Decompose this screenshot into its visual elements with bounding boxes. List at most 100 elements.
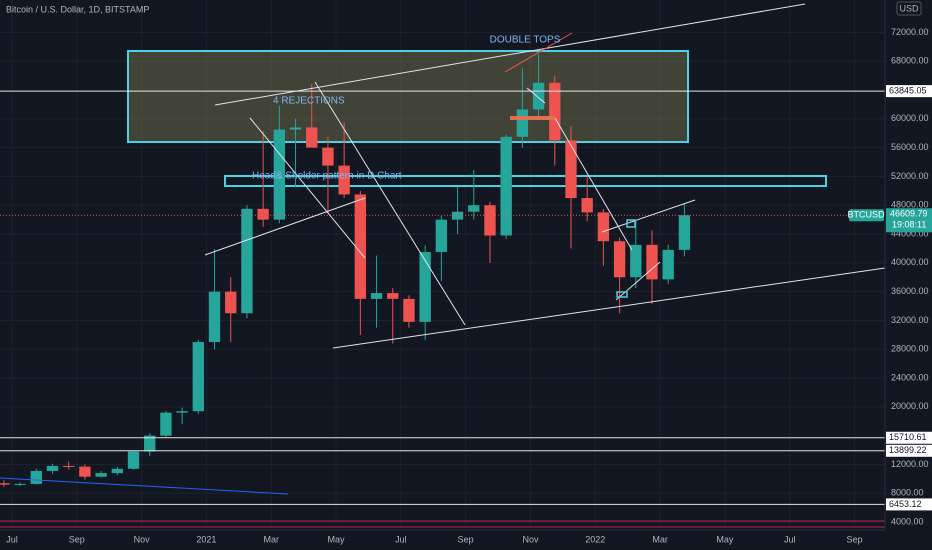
x-tick-label: Jul: [6, 534, 18, 544]
candle-body: [630, 244, 642, 278]
candle-body: [160, 412, 172, 436]
candle-body: [662, 249, 674, 280]
candle-body: [176, 411, 188, 413]
x-tick-label: Nov: [134, 534, 151, 544]
y-tick-label: 36000.00: [891, 286, 929, 296]
x-tick-label: Sep: [69, 534, 85, 544]
trend-line: [615, 261, 661, 301]
y-tick-label: 4000.00: [891, 516, 924, 526]
candle-body: [516, 109, 529, 137]
candle-body: [338, 165, 350, 195]
candle-body: [435, 219, 448, 253]
trend-line: [214, 3, 806, 106]
level-label: 6453.12: [889, 499, 922, 509]
candle-body: [192, 342, 204, 412]
candle-body: [63, 465, 75, 467]
level-label: 63845.05: [889, 86, 927, 96]
levels: [0, 90, 885, 505]
candle-body: [322, 147, 334, 166]
x-tick-label: Nov: [522, 534, 539, 544]
axis-labels: 4000.00 8000.00 12000.00 20000.00 24000.00 28…: [6, 27, 932, 544]
y-tick-label: 44000.00: [891, 228, 929, 238]
x-tick-label: 2021: [196, 534, 216, 544]
price-tag: [886, 208, 932, 233]
marker-box: [626, 219, 636, 228]
y-tick-label: 68000.00: [891, 56, 929, 66]
candle-body: [257, 208, 269, 220]
candle-body: [500, 136, 512, 236]
candle-body: [678, 215, 691, 250]
candle-body: [484, 205, 496, 236]
candle-body: [354, 194, 367, 299]
symbol-tag: BTCUSD: [847, 210, 885, 220]
x-tick-label: Sep: [847, 534, 863, 544]
trend-lines: [204, 3, 886, 349]
candle-body: [208, 291, 221, 343]
time-axis: [0, 530, 932, 550]
x-tick-label: Mar: [652, 534, 668, 544]
currency[interactable]: USD: [899, 3, 919, 13]
trend-line: [332, 267, 886, 349]
neckline-zone: [224, 175, 827, 187]
candle-body: [451, 211, 464, 220]
candle-body: [549, 82, 561, 141]
candle-body: [403, 298, 415, 322]
trend-line: [204, 197, 366, 256]
level-tag: [886, 431, 932, 444]
x-tick-label: May: [328, 534, 346, 544]
candle-body: [646, 244, 658, 280]
x-tick-label: 2022: [585, 534, 605, 544]
support-line: [0, 477, 289, 495]
countdown: 19:08:11: [892, 220, 926, 230]
candle-body: [241, 208, 253, 314]
y-tick-label: 20000.00: [891, 401, 929, 411]
symbol-tag-box: [849, 209, 884, 222]
candle-body: [273, 129, 286, 220]
candle-body: [127, 451, 140, 469]
x-tick-label: Jul: [784, 534, 796, 544]
chart-title: Bitcoin / U.S. Dollar, 1D, BITSTAMP: [6, 4, 149, 14]
annotation: 4 REJECTIONS: [273, 96, 345, 107]
level-label: 13899.22: [889, 445, 927, 455]
x-tick-label: Sep: [458, 534, 474, 544]
candle-body: [613, 241, 626, 278]
candle-body: [95, 473, 107, 477]
currency-box[interactable]: [896, 1, 922, 16]
candles: [0, 54, 691, 487]
candle-body: [532, 82, 545, 110]
candle-body: [370, 293, 383, 299]
x-tick-label: Mar: [263, 534, 279, 544]
y-tick-label: 8000.00: [891, 488, 924, 498]
candle-body: [581, 198, 593, 213]
level-tag: [886, 498, 932, 511]
marker-box: [616, 291, 628, 298]
candle-body: [144, 435, 156, 452]
y-tick-label: 24000.00: [891, 372, 929, 382]
y-tick-label: 52000.00: [891, 171, 929, 181]
candle-body: [387, 293, 399, 299]
trend-line: [314, 81, 466, 326]
trend-line: [249, 117, 366, 259]
level-label: 15710.61: [889, 432, 927, 442]
candle-body: [111, 468, 123, 474]
candle-body: [46, 465, 59, 471]
price-label: 46609.79: [890, 209, 928, 219]
y-tick-label: 12000.00: [891, 459, 929, 469]
candle-body: [79, 466, 91, 477]
trend-line: [601, 199, 696, 233]
y-tick-label: 40000.00: [891, 257, 929, 267]
x-tick-label: May: [716, 534, 734, 544]
candle-body: [0, 483, 10, 485]
level-tag: [886, 444, 932, 457]
candle-body: [289, 127, 302, 130]
candle-body: [597, 212, 610, 242]
candle-body: [565, 140, 577, 199]
candle-body: [306, 127, 318, 148]
y-tick-label: 48000.00: [891, 200, 929, 210]
x-tick-label: Jul: [395, 534, 407, 544]
level-tag: [886, 85, 932, 98]
top-line: [504, 32, 573, 73]
y-tick-label: 56000.00: [891, 142, 929, 152]
trend-line: [554, 117, 633, 251]
